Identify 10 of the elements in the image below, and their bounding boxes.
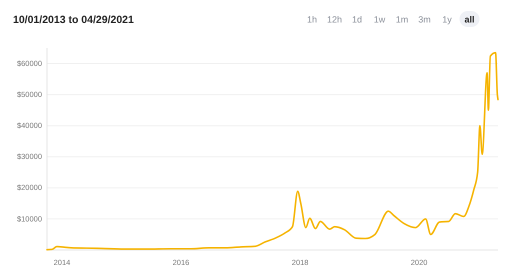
chart-title: 10/01/2013 to 04/29/2021 (13, 14, 134, 26)
text: 3m (418, 14, 431, 24)
text: 12h (326, 14, 342, 24)
text: 1m (396, 14, 408, 24)
text: all (464, 14, 475, 24)
text: 1h (306, 14, 318, 24)
text: 1w (374, 14, 386, 24)
line-series (46, 52, 499, 250)
text: 1d (352, 14, 362, 24)
text: 1y (442, 14, 452, 24)
